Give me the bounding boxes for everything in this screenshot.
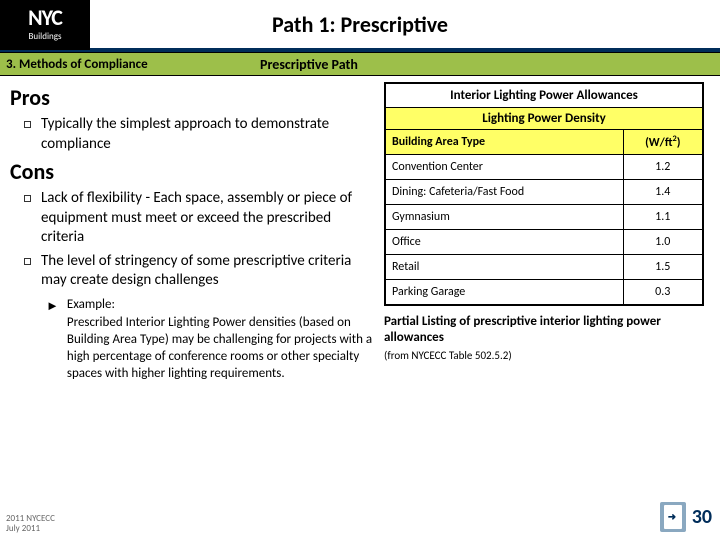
page-number: 30 [692, 505, 712, 529]
cons-heading: Cons [6, 156, 376, 187]
bullet-square-icon [24, 258, 31, 265]
cons-text-2: The level of stringency of some prescrip… [41, 252, 376, 291]
page-number-area: 30 [660, 502, 712, 532]
table-col2-header: (W/ft2) [623, 130, 703, 155]
table-row: Parking Garage0.3 [385, 280, 703, 306]
table-row: Dining: Cafeteria/Fast Food1.4 [385, 180, 703, 205]
cons-item: Lack of flexibility - Each space, assemb… [6, 187, 376, 250]
nyc-logo: NYC Buildings [0, 0, 90, 50]
pros-text: Typically the simplest approach to demon… [41, 115, 376, 154]
table-col1-header: Building Area Type [385, 130, 623, 155]
triangle-icon: ► [46, 299, 59, 383]
example-item: ► Example: Prescribed Interior Lighting … [6, 293, 376, 385]
breadcrumb-path: Prescriptive Path [200, 56, 720, 73]
left-column: Pros Typically the simplest approach to … [6, 82, 376, 385]
example-text: Prescribed Interior Lighting Power densi… [67, 315, 376, 383]
table-subtitle: Lighting Power Density [385, 108, 703, 130]
page-icon [660, 502, 686, 532]
page-title: Path 1: Prescriptive [90, 11, 720, 38]
table-caption: Partial Listing of prescriptive interior… [384, 314, 704, 345]
table-title: Interior Lighting Power Allowances [385, 83, 703, 108]
footer-line2: July 2011 [6, 524, 55, 534]
cons-text-1: Lack of flexibility - Each space, assemb… [41, 189, 376, 248]
right-column: Interior Lighting Power Allowances Light… [384, 82, 704, 385]
bullet-square-icon [24, 195, 31, 202]
header: NYC Buildings Path 1: Prescriptive [0, 0, 720, 52]
bullet-square-icon [24, 121, 31, 128]
breadcrumb-section: 3. Methods of Compliance [0, 57, 200, 72]
subheader: 3. Methods of Compliance Prescriptive Pa… [0, 52, 720, 76]
table-row: Office1.0 [385, 230, 703, 255]
table-row: Gymnasium1.1 [385, 205, 703, 230]
example-block: Example: Prescribed Interior Lighting Po… [67, 297, 376, 383]
table-row: Convention Center1.2 [385, 155, 703, 180]
logo-main: NYC [28, 7, 62, 29]
pros-item: Typically the simplest approach to demon… [6, 113, 376, 156]
cons-item: The level of stringency of some prescrip… [6, 250, 376, 293]
example-label: Example: [67, 297, 376, 314]
footer: 2011 NYCECC July 2011 [6, 514, 55, 534]
lighting-table: Interior Lighting Power Allowances Light… [384, 82, 704, 306]
table-row: Retail1.5 [385, 255, 703, 280]
content-area: Pros Typically the simplest approach to … [0, 76, 720, 391]
table-caption-source: (from NYCECC Table 502.5.2) [384, 349, 704, 362]
table-header-row: Building Area Type (W/ft2) [385, 130, 703, 155]
pros-heading: Pros [6, 82, 376, 113]
logo-sub: Buildings [28, 31, 61, 42]
